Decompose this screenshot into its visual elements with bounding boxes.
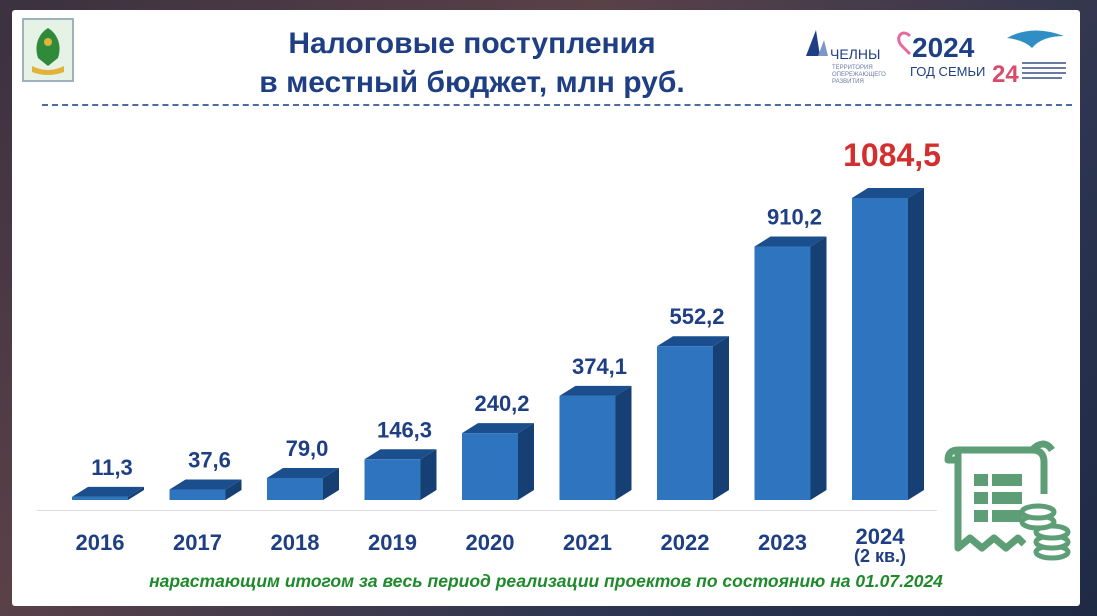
tatarstan-caption-line [1022, 72, 1066, 74]
bar-side [420, 449, 437, 500]
bar-side [128, 486, 144, 500]
city-emblem-icon [22, 18, 74, 82]
tatarstan-caption-line [1022, 77, 1062, 79]
bar-side [908, 188, 924, 500]
bar-2017 [169, 479, 242, 500]
tatarstan-year: 24 [992, 61, 1019, 86]
page-title: Налоговые поступления в местный бюджет, … [172, 24, 772, 102]
title-line-2: в местный бюджет, млн руб. [259, 66, 685, 99]
chelny-name: ЧЕЛНЫ [830, 46, 880, 62]
bar-2024 [852, 188, 924, 500]
chart-baseline [37, 510, 937, 511]
bar-top [657, 336, 729, 347]
tax-document-coins-icon [944, 440, 1071, 561]
bar-top [267, 468, 339, 479]
bar-2021 [559, 385, 632, 500]
x-tick-2018: 2018 [270, 530, 320, 555]
bar-top [72, 486, 144, 497]
footnote: нарастающим итогом за весь период реализ… [149, 571, 943, 591]
x-tick-2020: 2020 [465, 530, 515, 555]
family-year: 2024 [912, 32, 975, 63]
data-label-2020: 240,2 [474, 391, 529, 416]
title-line-1: Налоговые поступления [288, 27, 656, 60]
bar-top [852, 188, 924, 198]
bar-front [72, 496, 128, 500]
data-label-2021: 374,1 [572, 354, 627, 379]
bar-top [559, 385, 632, 396]
bar-front [462, 433, 518, 500]
x-tick-sublabel-2024: (2 кв.) [853, 546, 907, 566]
bar-side [518, 423, 534, 500]
x-tick-2023: 2023 [758, 530, 807, 555]
bar-front [657, 346, 713, 500]
bar-side [225, 479, 242, 500]
tatarstan-caption-line [1022, 67, 1066, 69]
bar-2023 [754, 236, 827, 500]
x-tick-2024: 2024 [855, 524, 905, 549]
x-tick-2021: 2021 [563, 530, 612, 555]
bar-2020 [462, 423, 534, 500]
slide: Налоговые поступления в местный бюджет, … [12, 10, 1080, 606]
x-tick-2022: 2022 [660, 530, 710, 555]
bar-chart: 11,3 37,6 79,0 146,3 240,2 374,1 552,2 910,2 108… [72, 137, 941, 500]
chelny-logo-icon [806, 30, 828, 56]
bar-2016 [72, 486, 144, 500]
bar-2018 [267, 468, 339, 500]
bar-top [462, 423, 534, 434]
partner-logos: ЧЕЛНЫ ТЕРРИТОРИЯ ОПЕРЕЖАЮЩЕГО РАЗВИТИЯ 2… [806, 30, 1066, 86]
bar-side [713, 336, 729, 500]
family-label: ГОД СЕМЬИ [910, 64, 985, 79]
x-tick-2017: 2017 [173, 530, 222, 555]
bar-front [754, 246, 811, 500]
bar-front [852, 198, 908, 500]
data-label-2018: 79,0 [286, 436, 329, 461]
bar-top [364, 449, 437, 460]
bar-top [169, 479, 242, 490]
heart-icon [897, 31, 912, 56]
data-label-2017: 37,6 [188, 448, 231, 473]
x-tick-2019: 2019 [368, 530, 417, 555]
x-tick-2016: 2016 [75, 530, 125, 555]
chelny-sub-3: РАЗВИТИЯ [832, 79, 864, 85]
tatarstan-caption-lines [1022, 62, 1066, 64]
header-divider [42, 104, 1072, 106]
bar-2019 [364, 449, 437, 500]
bird-icon [1007, 30, 1064, 48]
data-label-2022: 552,2 [669, 304, 724, 329]
bar-side [615, 385, 632, 500]
bar-2022 [657, 336, 729, 500]
bar-front [169, 489, 226, 500]
chelny-sub-1: ТЕРРИТОРИЯ [832, 65, 873, 71]
data-label-2016: 11,3 [91, 455, 133, 480]
chelny-sub-2: ОПЕРЕЖАЮЩЕГО [832, 72, 886, 78]
bar-side [810, 236, 827, 500]
bar-front [559, 395, 616, 500]
data-label-2024: 1084,5 [843, 137, 941, 173]
data-label-2019: 146,3 [377, 417, 432, 442]
bar-top [754, 236, 827, 247]
bar-side [323, 468, 339, 500]
bar-front [267, 478, 323, 500]
data-label-2023: 910,2 [767, 205, 822, 230]
bar-front [364, 459, 421, 500]
